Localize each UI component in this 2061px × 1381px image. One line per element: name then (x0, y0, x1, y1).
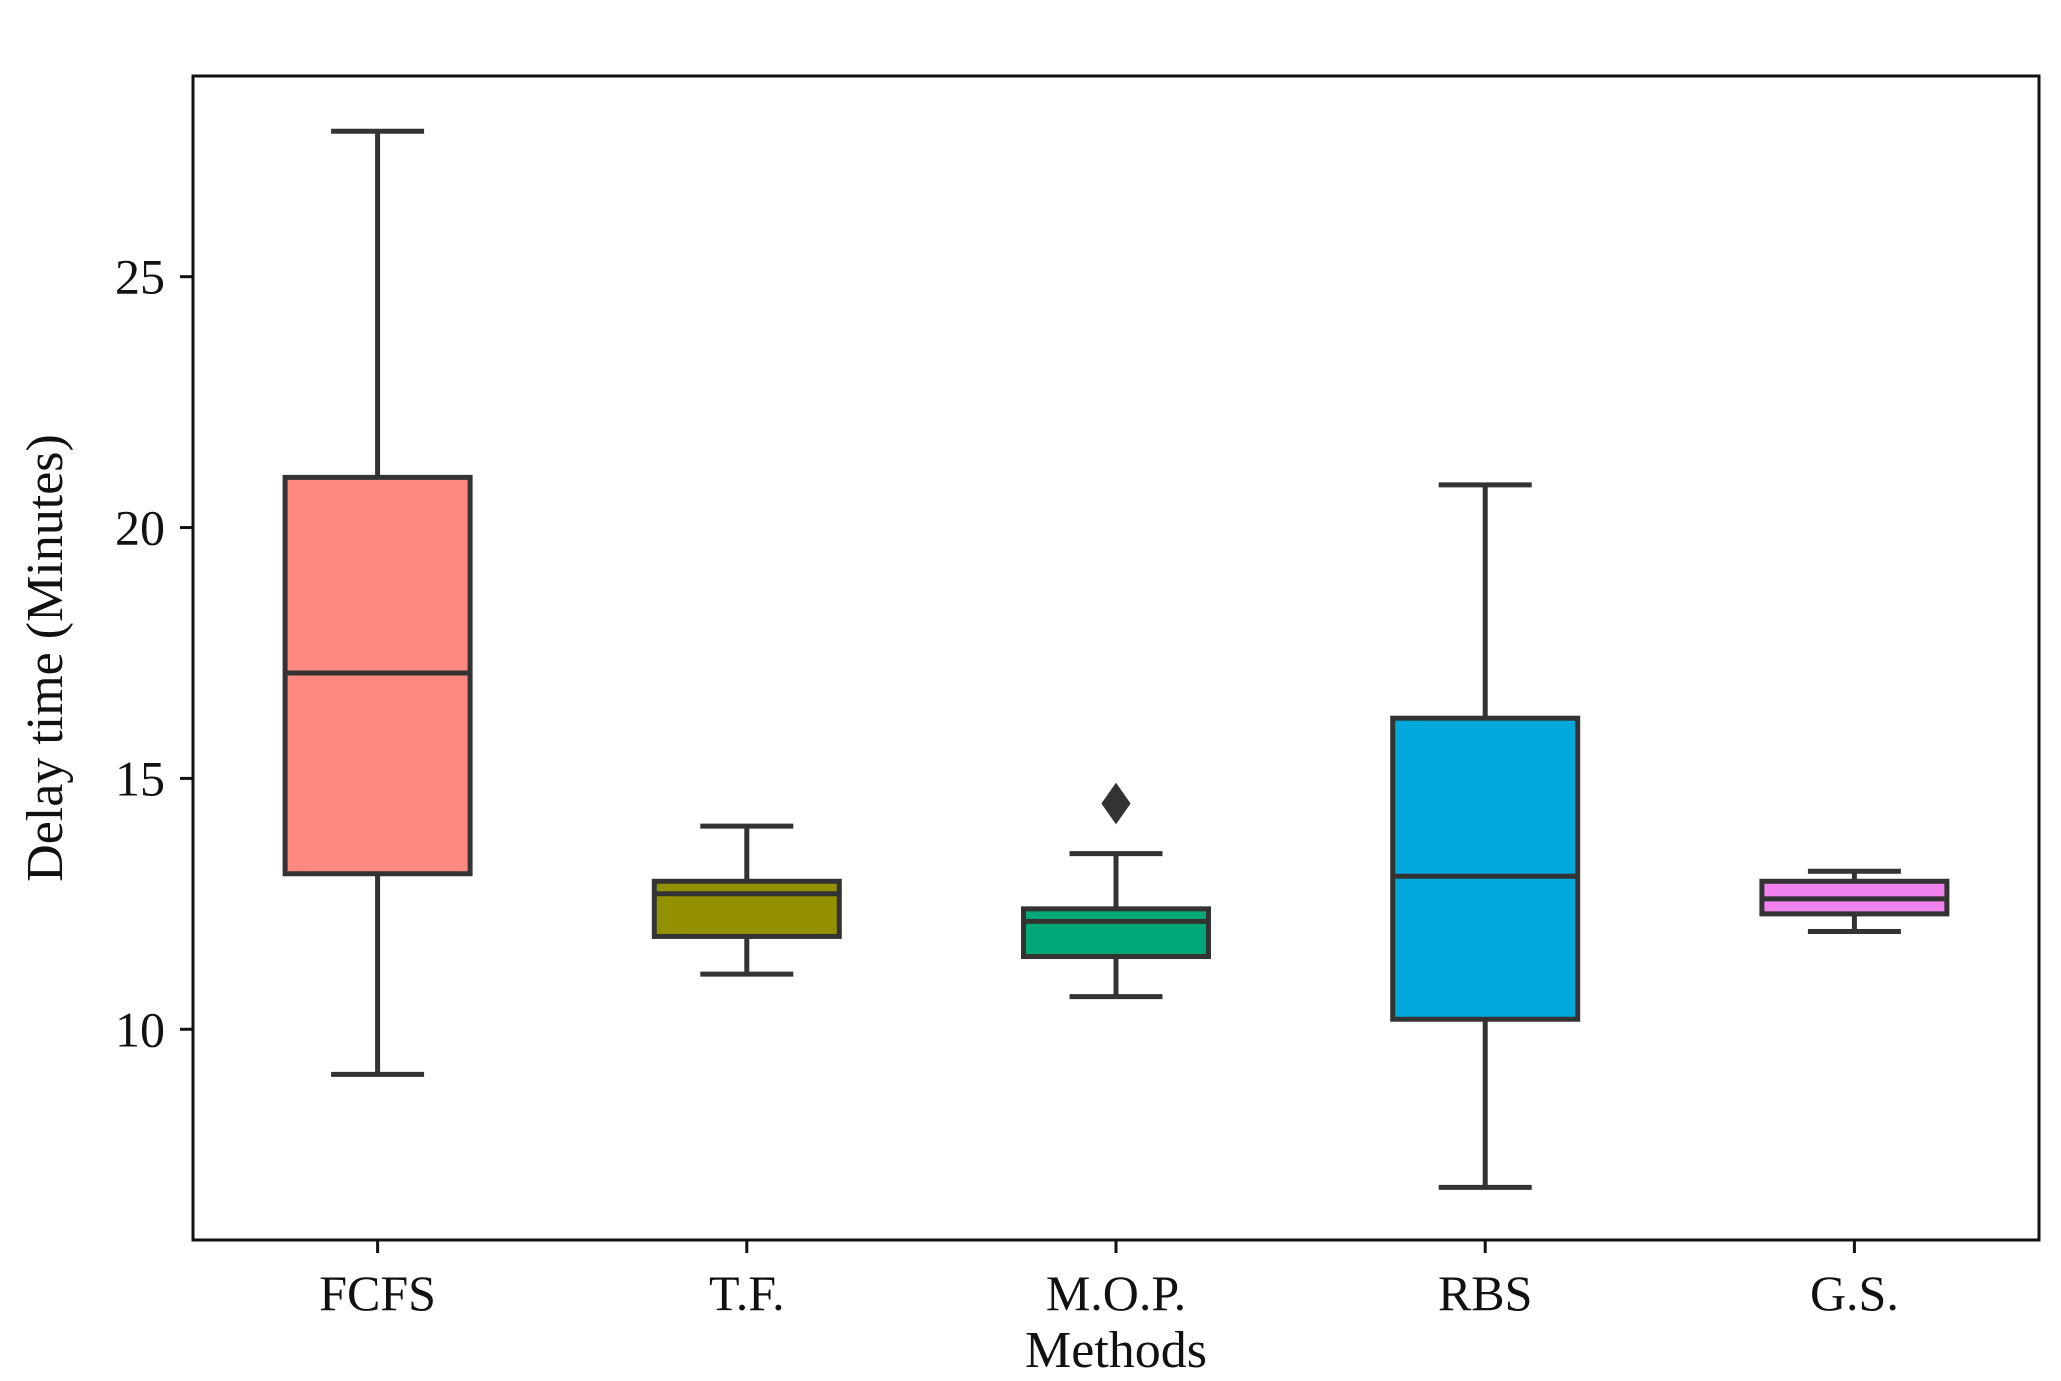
box-mop (1021, 782, 1211, 1000)
x-axis-title: Methods (1025, 1322, 1207, 1379)
y-axis: 10 15 20 25 (115, 249, 193, 1057)
box-rbs (1390, 482, 1581, 1190)
x-tick-label: M.O.P. (1046, 1265, 1186, 1321)
outlier-point (1101, 782, 1131, 825)
box-tf (651, 823, 842, 977)
iqr-box (1021, 906, 1211, 960)
box-fcfs (282, 128, 473, 1077)
iqr-box (651, 878, 842, 939)
y-tick-label: 15 (115, 750, 165, 806)
y-tick-label: 25 (115, 249, 165, 305)
y-tick-label: 10 (115, 1001, 165, 1057)
iqr-box (1390, 715, 1581, 1022)
x-tick-label: G.S. (1810, 1265, 1899, 1321)
iqr-box (282, 474, 473, 877)
x-tick-label: RBS (1438, 1265, 1533, 1321)
x-tick-label: T.F. (709, 1265, 785, 1321)
y-tick-label: 20 (115, 500, 165, 556)
chart-marks (282, 128, 1950, 1190)
x-axis: FCFS T.F. M.O.P. RBS G.S. (319, 1240, 1899, 1321)
box-gs (1759, 868, 1950, 934)
y-axis-title: Delay time (Minutes) (17, 434, 74, 882)
x-tick-label: FCFS (319, 1265, 436, 1321)
